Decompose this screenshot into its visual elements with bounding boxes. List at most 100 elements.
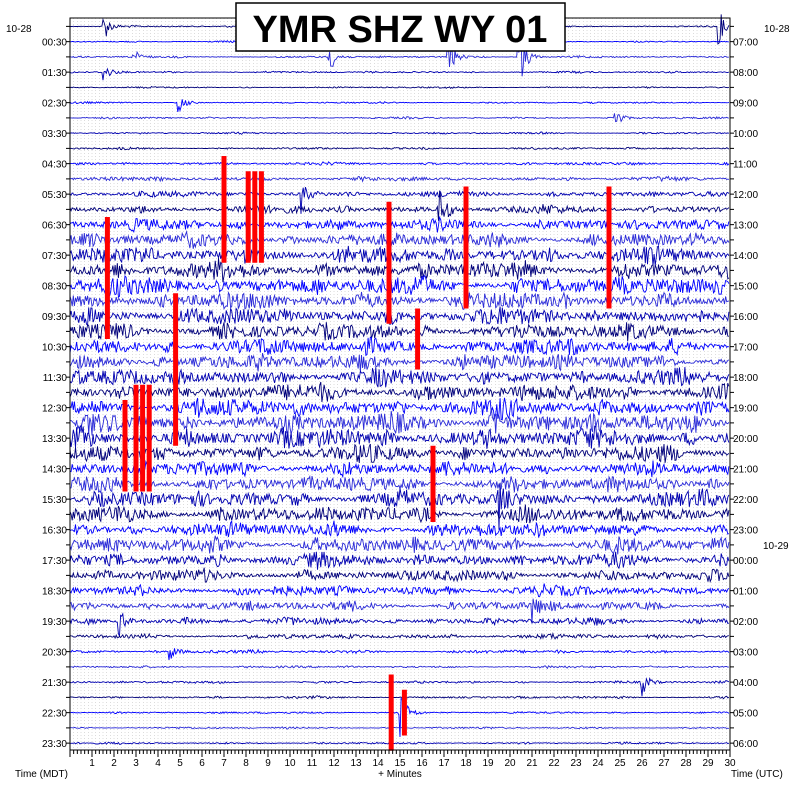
right-time-label: 07:00	[733, 38, 758, 49]
clipped-event-mark	[140, 384, 146, 492]
clipped-event-mark	[146, 384, 152, 492]
x-tick-label: 8	[243, 758, 249, 769]
x-tick-label: 20	[504, 758, 516, 769]
trace-row	[69, 598, 730, 624]
trace-row	[69, 677, 730, 697]
x-tick-label: 12	[328, 758, 340, 769]
clipped-event-mark	[221, 156, 227, 263]
right-time-label: 19:00	[733, 404, 758, 415]
x-tick-label: 7	[221, 758, 227, 769]
x-tick-label: 13	[350, 758, 362, 769]
trace-row	[69, 474, 730, 494]
left-time-label: 19:30	[42, 617, 67, 628]
x-tick-label: 1	[89, 758, 95, 769]
left-time-label: 03:30	[42, 129, 67, 140]
x-tick-label: 9	[265, 758, 271, 769]
right-time-label: 01:00	[733, 587, 758, 598]
right-time-label: 08:00	[733, 68, 758, 79]
x-tick-label: 25	[614, 758, 626, 769]
trace-row	[69, 665, 730, 670]
trace-row	[69, 397, 730, 421]
left-time-label: 17:30	[42, 556, 67, 567]
right-time-label: 15:00	[733, 282, 758, 293]
left-time-label: 11:30	[43, 373, 68, 384]
clipped-event-mark	[104, 217, 110, 340]
right-date-label: 10-28	[764, 24, 790, 35]
right-time-label: 18:00	[733, 373, 758, 384]
right-time-label: 22:00	[733, 495, 758, 506]
x-tick-label: 23	[570, 758, 582, 769]
title-box	[235, 2, 566, 52]
x-tick-label: 10	[284, 758, 296, 769]
trace-row	[69, 567, 730, 584]
x-tick-label: 3	[133, 758, 139, 769]
clipped-event-mark	[258, 171, 264, 263]
left-time-label: 06:30	[42, 221, 67, 232]
left-time-label: 04:30	[42, 160, 67, 171]
x-tick-label: 26	[636, 758, 648, 769]
right-time-label: 11:00	[733, 160, 758, 171]
left-time-label: 10:30	[42, 343, 67, 354]
x-tick-label: 16	[416, 758, 428, 769]
left-date-label: 10-28	[6, 24, 32, 35]
clipped-event-mark	[415, 308, 421, 370]
x-tick-label: 27	[658, 758, 670, 769]
trace-row	[69, 190, 730, 221]
left-time-label: 16:30	[42, 526, 67, 537]
left-time-label: 07:30	[42, 251, 67, 262]
clipped-events	[104, 156, 612, 751]
left-axis-label: Time (MDT)	[15, 769, 68, 780]
right-time-label: 14:00	[733, 251, 758, 262]
x-tick-label: 29	[702, 758, 714, 769]
left-time-label: 01:30	[42, 68, 67, 79]
right-time-label: 10:00	[733, 129, 758, 140]
trace-row	[69, 535, 730, 555]
left-time-label: 21:30	[42, 678, 67, 689]
right-time-label: 13:00	[733, 221, 758, 232]
right-time-label: 21:00	[733, 465, 758, 476]
trace-row	[69, 146, 730, 151]
trace-row	[69, 460, 730, 479]
trace-row	[69, 648, 730, 661]
trace-row	[69, 504, 730, 524]
clipped-event-mark	[252, 171, 258, 263]
x-tick-label: 19	[482, 758, 494, 769]
trace-row	[69, 215, 730, 233]
x-tick-label: 18	[460, 758, 472, 769]
trace-row	[69, 186, 730, 214]
right-time-label: 06:00	[733, 739, 758, 750]
right-time-label: 00:00	[733, 556, 758, 567]
trace-row	[69, 583, 730, 598]
right-time-label: 17:00	[733, 343, 758, 354]
left-time-label: 12:30	[42, 404, 67, 415]
x-tick-label: 30	[724, 758, 736, 769]
left-time-label: 13:30	[42, 434, 67, 445]
trace-row	[69, 697, 730, 738]
trace-row	[69, 175, 730, 183]
trace-row	[69, 30, 730, 77]
x-tick-label: 4	[155, 758, 161, 769]
trace-row	[69, 694, 730, 700]
right-time-label: 05:00	[733, 709, 758, 720]
trace-row	[69, 352, 730, 372]
trace-row	[69, 67, 730, 81]
left-time-label: 08:30	[42, 282, 67, 293]
trace-row	[69, 85, 730, 90]
right-time-labels: 07:00 08:00 09:00 10:00 11:00 12:00 13:00 14:00…	[730, 25, 789, 750]
right-axis-label: Time (UTC)	[731, 769, 783, 780]
clipped-event-mark	[173, 293, 179, 446]
x-tick-label: 14	[372, 758, 384, 769]
trace-row	[70, 113, 729, 123]
trace-row	[69, 99, 729, 113]
trace-row	[69, 274, 730, 299]
right-time-label: 04:00	[733, 678, 758, 689]
trace-row	[69, 306, 730, 327]
clipped-event-mark	[245, 171, 251, 263]
x-tick-label: 6	[199, 758, 205, 769]
trace-row	[69, 520, 730, 539]
x-tick-label: 22	[548, 758, 560, 769]
clipped-event-mark	[133, 384, 139, 492]
left-time-label: 22:30	[42, 709, 67, 720]
left-time-label: 20:30	[42, 648, 67, 659]
trace-row	[69, 245, 730, 266]
